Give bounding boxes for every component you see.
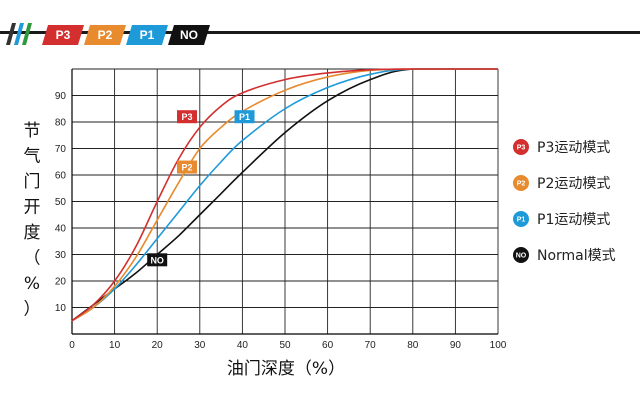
header-mode-tab bbox=[168, 25, 210, 45]
legend-badge-circle bbox=[513, 211, 529, 227]
header-stripe bbox=[22, 23, 32, 45]
y-tick-label: 30 bbox=[55, 250, 67, 261]
x-tick-label: 40 bbox=[237, 340, 249, 351]
mode-header-bar: P3 P2 P1 NO bbox=[0, 23, 640, 45]
header-underline bbox=[0, 31, 640, 34]
curve-tag-label: P2 bbox=[182, 163, 193, 173]
y-axis-title-char: 度 bbox=[24, 223, 41, 243]
curve-tag-p2: P2 bbox=[177, 160, 198, 174]
header-stripe bbox=[14, 23, 24, 45]
header-mode-tab bbox=[84, 25, 126, 45]
legend-badge-label: P3 bbox=[517, 145, 526, 152]
y-tick-label: 10 bbox=[55, 303, 67, 314]
header-mode-label: P3 bbox=[56, 28, 71, 42]
series-line-p1 bbox=[71, 68, 498, 322]
legend-label: P1运动模式 bbox=[537, 212, 610, 228]
curve-tag-p1: P1 bbox=[234, 110, 255, 124]
y-axis-title-char: 气 bbox=[24, 147, 41, 167]
legend-label: P3运动模式 bbox=[537, 140, 610, 156]
y-tick-label: 50 bbox=[55, 197, 67, 208]
legend-badge-label: NO bbox=[516, 253, 527, 260]
curve-tag-p3: P3 bbox=[177, 110, 198, 124]
y-tick-label: 20 bbox=[55, 277, 67, 288]
legend-item-no: NO Normal模式 bbox=[513, 247, 616, 264]
curve-tag-box bbox=[234, 110, 255, 124]
x-tick-label: 90 bbox=[450, 340, 462, 351]
x-tick-labels: 0 10 20 30 40 50 60 70 80 90 100 bbox=[69, 340, 507, 351]
curve-tag-label: NO bbox=[150, 255, 164, 265]
legend-badge-label: P2 bbox=[517, 181, 526, 188]
header-mode-label: P2 bbox=[98, 28, 113, 42]
header-mode-tab bbox=[126, 25, 168, 45]
series-line-p3 bbox=[71, 68, 498, 322]
legend-badge-circle bbox=[513, 175, 529, 191]
x-tick-label: 100 bbox=[490, 340, 507, 351]
chart-curves bbox=[71, 68, 498, 322]
curve-tag-no: NO bbox=[147, 253, 168, 267]
y-axis-title-char: 开 bbox=[24, 198, 41, 218]
curve-tag-label: P1 bbox=[239, 112, 250, 122]
curve-tag-label: P3 bbox=[182, 112, 193, 122]
y-tick-label: 40 bbox=[55, 224, 67, 235]
legend-badge-circle bbox=[513, 139, 529, 155]
x-tick-label: 60 bbox=[322, 340, 334, 351]
y-axis-title-char: % bbox=[24, 274, 40, 294]
legend-item-p2: P2 P2运动模式 bbox=[513, 175, 610, 192]
legend: P3 P3运动模式 P2 P2运动模式 P1 P1运动模式 NO Normal模式 bbox=[513, 139, 616, 264]
x-tick-label: 70 bbox=[365, 340, 377, 351]
legend-item-p1: P1 P1运动模式 bbox=[513, 211, 610, 228]
x-tick-label: 30 bbox=[194, 340, 206, 351]
x-tick-label: 10 bbox=[109, 340, 121, 351]
legend-badge-circle bbox=[513, 247, 529, 263]
curve-tags: P3 P1 P2 NO bbox=[147, 110, 255, 267]
curve-tag-box bbox=[177, 110, 198, 124]
legend-item-p3: P3 P3运动模式 bbox=[513, 139, 610, 156]
y-tick-label: 90 bbox=[55, 91, 67, 102]
y-tick-label: 70 bbox=[55, 144, 67, 155]
y-axis-title-char: 节 bbox=[24, 121, 41, 141]
curve-tag-box bbox=[147, 253, 168, 267]
y-axis-title-char: 门 bbox=[24, 172, 41, 192]
legend-label: P2运动模式 bbox=[537, 176, 610, 192]
y-axis-title-char: （ bbox=[24, 249, 41, 269]
y-tick-label: 60 bbox=[55, 171, 67, 182]
y-tick-labels: 10 20 30 40 50 60 70 80 90 bbox=[55, 91, 67, 314]
x-axis-title: 油门深度（%） bbox=[227, 359, 345, 379]
curve-tag-box bbox=[177, 160, 198, 174]
legend-label: Normal模式 bbox=[537, 248, 616, 264]
legend-badge-label: P1 bbox=[517, 217, 526, 224]
y-axis-title-char: ） bbox=[24, 300, 41, 320]
x-tick-label: 0 bbox=[69, 340, 75, 351]
header-stripe bbox=[6, 23, 16, 45]
x-tick-label: 80 bbox=[407, 340, 419, 351]
y-tick-label: 80 bbox=[55, 118, 67, 129]
header-mode-tab bbox=[42, 25, 84, 45]
x-tick-label: 20 bbox=[152, 340, 164, 351]
x-tick-label: 50 bbox=[279, 340, 291, 351]
header-mode-label: NO bbox=[180, 28, 198, 42]
header-mode-label: P1 bbox=[140, 28, 155, 42]
